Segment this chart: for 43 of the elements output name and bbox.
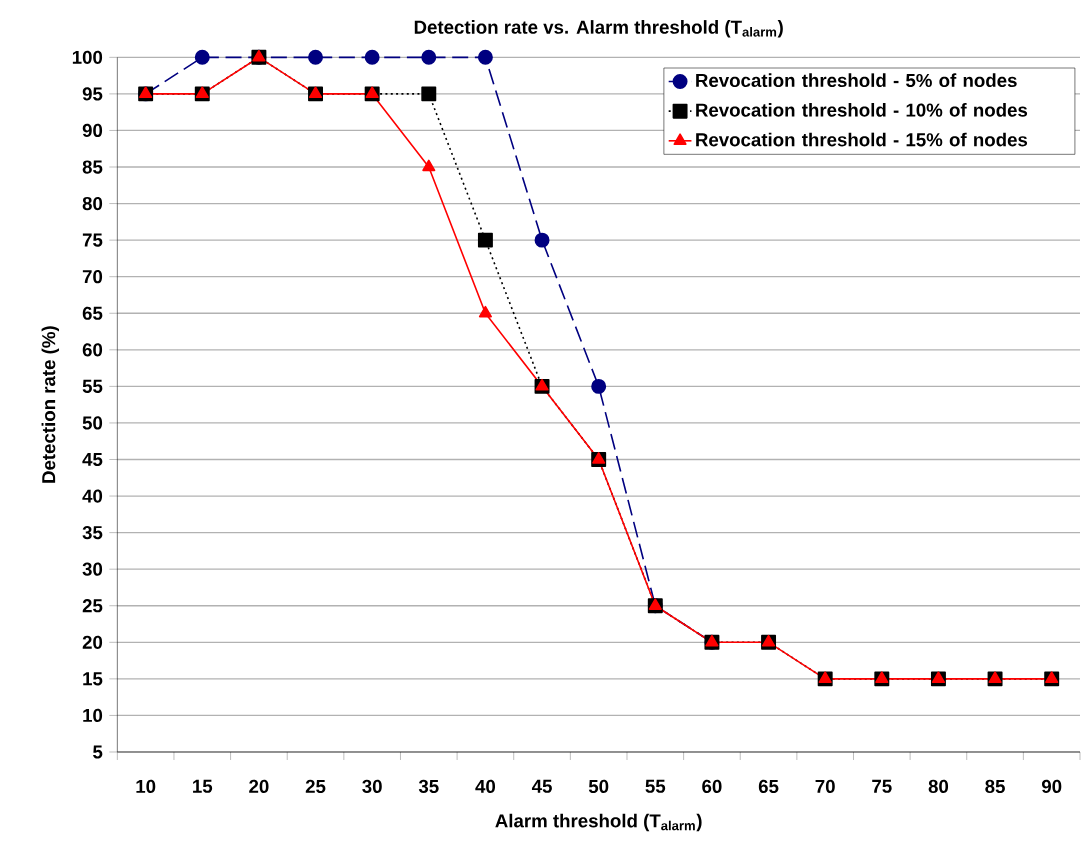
y-tick-label: 60 (82, 343, 103, 357)
chart-title: Detection rate vs. Alarm threshold (T$_{alarm}$) (414, 20, 783, 38)
legend-label: Revocation threshold - 15% of nodes (696, 132, 1028, 147)
y-tick-label: 40 (82, 489, 103, 503)
x-tick-label: 30 (362, 779, 382, 794)
y-tick-label: 100 (72, 50, 103, 65)
x-tick-label: 15 (193, 779, 213, 794)
x-tick-label: 75 (872, 779, 892, 794)
y-tick-label: 5 (93, 745, 103, 759)
x-tick-label: 90 (1041, 779, 1062, 794)
y-tick-label: 95 (82, 87, 103, 101)
x-tick-label: 70 (815, 779, 835, 794)
y-axis-title: Detection rate (%) (41, 326, 59, 483)
y-tick-label: 10 (83, 708, 103, 723)
legend-label: Revocation threshold - 5% of nodes (696, 73, 1017, 88)
y-tick-label: 90 (82, 124, 103, 138)
y-tick-label: 55 (82, 380, 103, 394)
x-tick-label: 80 (928, 779, 949, 794)
x-tick-label: 35 (418, 779, 439, 794)
y-tick-label: 15 (83, 672, 103, 686)
y-tick-label: 20 (82, 635, 103, 650)
x-axis-title: Alarm threshold (T$_{alarm}$) (495, 813, 702, 832)
x-tick-label: 50 (588, 779, 609, 794)
y-tick-label: 70 (82, 270, 103, 284)
y-tick-label: 75 (82, 233, 103, 247)
x-tick-label: 55 (645, 779, 666, 794)
y-tick-label: 25 (82, 599, 103, 613)
y-tick-label: 30 (82, 562, 103, 576)
y-tick-label: 50 (82, 416, 103, 430)
y-tick-label: 85 (82, 160, 103, 174)
y-tick-label: 80 (82, 197, 103, 211)
y-tick-label: 45 (82, 453, 103, 467)
y-tick-label: 65 (82, 306, 103, 321)
x-tick-label: 85 (985, 779, 1005, 794)
x-tick-label: 60 (702, 779, 722, 794)
y-tick-label: 35 (82, 526, 103, 540)
x-tick-label: 20 (249, 779, 269, 794)
x-tick-label: 65 (758, 779, 779, 794)
legend-label: Revocation threshold - 10% of nodes (696, 103, 1028, 117)
x-tick-label: 40 (475, 779, 496, 794)
x-tick-label: 25 (305, 779, 326, 794)
x-tick-label: 10 (136, 779, 156, 794)
x-tick-label: 45 (531, 779, 552, 794)
